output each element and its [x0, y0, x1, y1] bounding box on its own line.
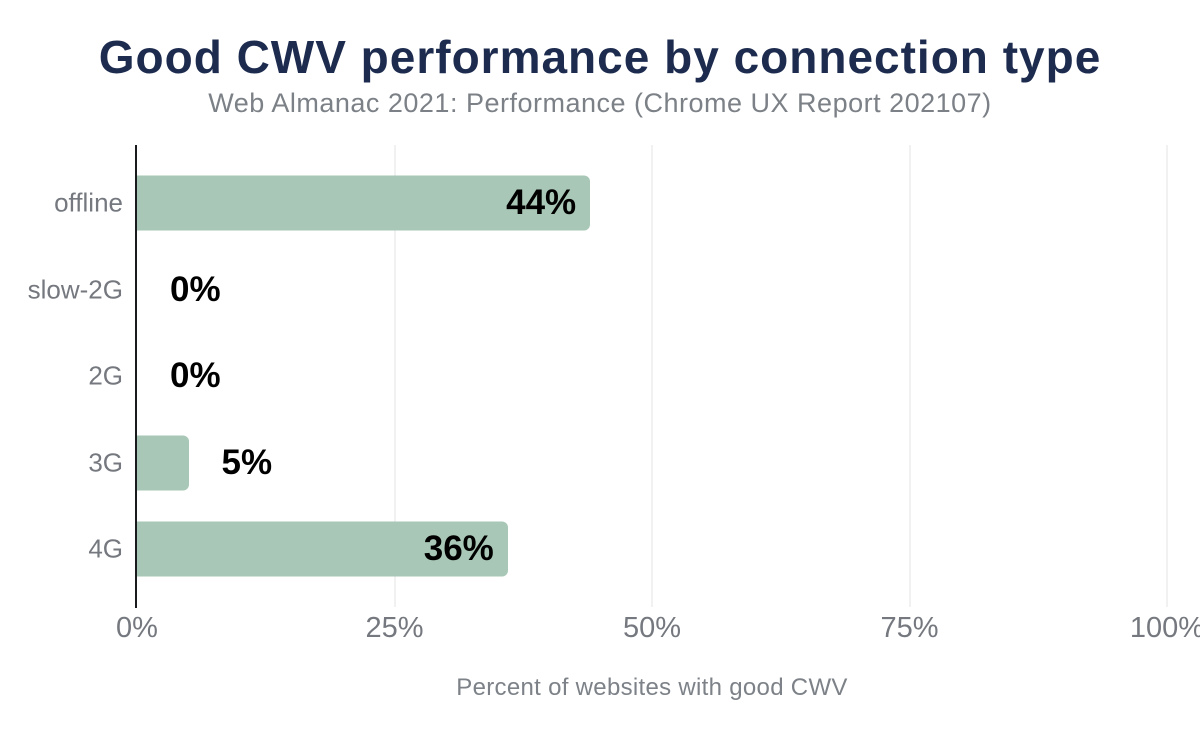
x-tick-label: 75%	[880, 612, 939, 644]
value-label: 0%	[170, 269, 221, 309]
bar	[137, 175, 591, 231]
chart-title: Good CWV performance by connection type	[98, 31, 1102, 83]
category-label: 3G	[88, 447, 123, 478]
gridline-50	[651, 145, 653, 607]
bar-row: offline 44%	[54, 160, 1167, 247]
x-tick-label: 25%	[365, 612, 424, 644]
x-axis-label: Percent of websites with good CWV	[456, 674, 848, 701]
value-label: 5%	[221, 442, 273, 482]
category-label: slow-2G	[27, 274, 123, 305]
bar-row: 4G 36%	[88, 506, 1167, 593]
value-label: 44%	[506, 183, 577, 223]
plot-rows: offline 44% slow-2G 0% 2G 0% 3G 5% 4G 36%	[28, 160, 1167, 593]
gridline-100	[1166, 145, 1168, 607]
bar-row: slow-2G 0%	[28, 247, 1167, 334]
category-label: 2G	[88, 360, 123, 391]
bar	[137, 521, 508, 577]
x-tick-label: 100%	[1129, 612, 1200, 644]
value-label: 36%	[423, 529, 494, 569]
x-tick-label: 50%	[622, 612, 682, 644]
y-axis-line	[135, 145, 137, 608]
bar-chart: offline 44% slow-2G 0% 2G 0% 3G 5% 4G 36% 0% 25% 50…	[28, 145, 1200, 701]
bar-row: 3G 5%	[88, 420, 1167, 507]
bar	[137, 435, 189, 491]
category-label: 4G	[88, 533, 123, 564]
x-tick-label: 0%	[116, 612, 158, 644]
value-label: 0%	[170, 356, 221, 396]
chart-subtitle: Web Almanac 2021: Performance (Chrome UX…	[208, 88, 992, 118]
category-label: offline	[54, 187, 123, 218]
bar-row: 2G 0%	[88, 333, 1167, 420]
x-axis-ticks: 0% 25% 50% 75% 100%	[116, 612, 1200, 648]
gridline-25	[393, 145, 396, 607]
gridline-75	[908, 145, 911, 607]
